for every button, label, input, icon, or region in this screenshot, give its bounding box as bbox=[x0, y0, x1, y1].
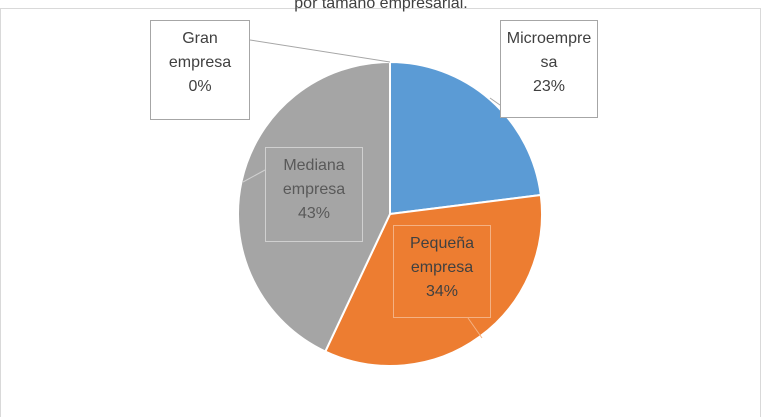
pie-slice bbox=[237, 60, 391, 353]
category-label: Pequeña empresa bbox=[409, 235, 475, 276]
value-label: 23% bbox=[532, 78, 566, 95]
data-label: Mediana empresa 43% bbox=[265, 147, 363, 242]
category-label: Microempresa bbox=[506, 30, 592, 71]
data-label: Microempresa 23% bbox=[500, 20, 598, 118]
category-label: Mediana empresa bbox=[282, 157, 346, 198]
pie-slice bbox=[389, 60, 542, 216]
callout-pointer bbox=[467, 317, 483, 339]
value-label: 0% bbox=[188, 78, 212, 95]
chart-title: por tamaño empresarial. bbox=[294, 0, 467, 12]
value-label: 43% bbox=[297, 205, 331, 222]
data-label: Pequeña empresa 34% bbox=[393, 225, 491, 318]
data-label: Gran empresa 0% bbox=[150, 20, 250, 120]
callout-pointer bbox=[242, 169, 266, 183]
chart-frame bbox=[0, 8, 761, 417]
category-label: Gran empresa bbox=[168, 30, 232, 71]
value-label: 34% bbox=[425, 283, 459, 300]
callout-pointer bbox=[249, 39, 391, 63]
